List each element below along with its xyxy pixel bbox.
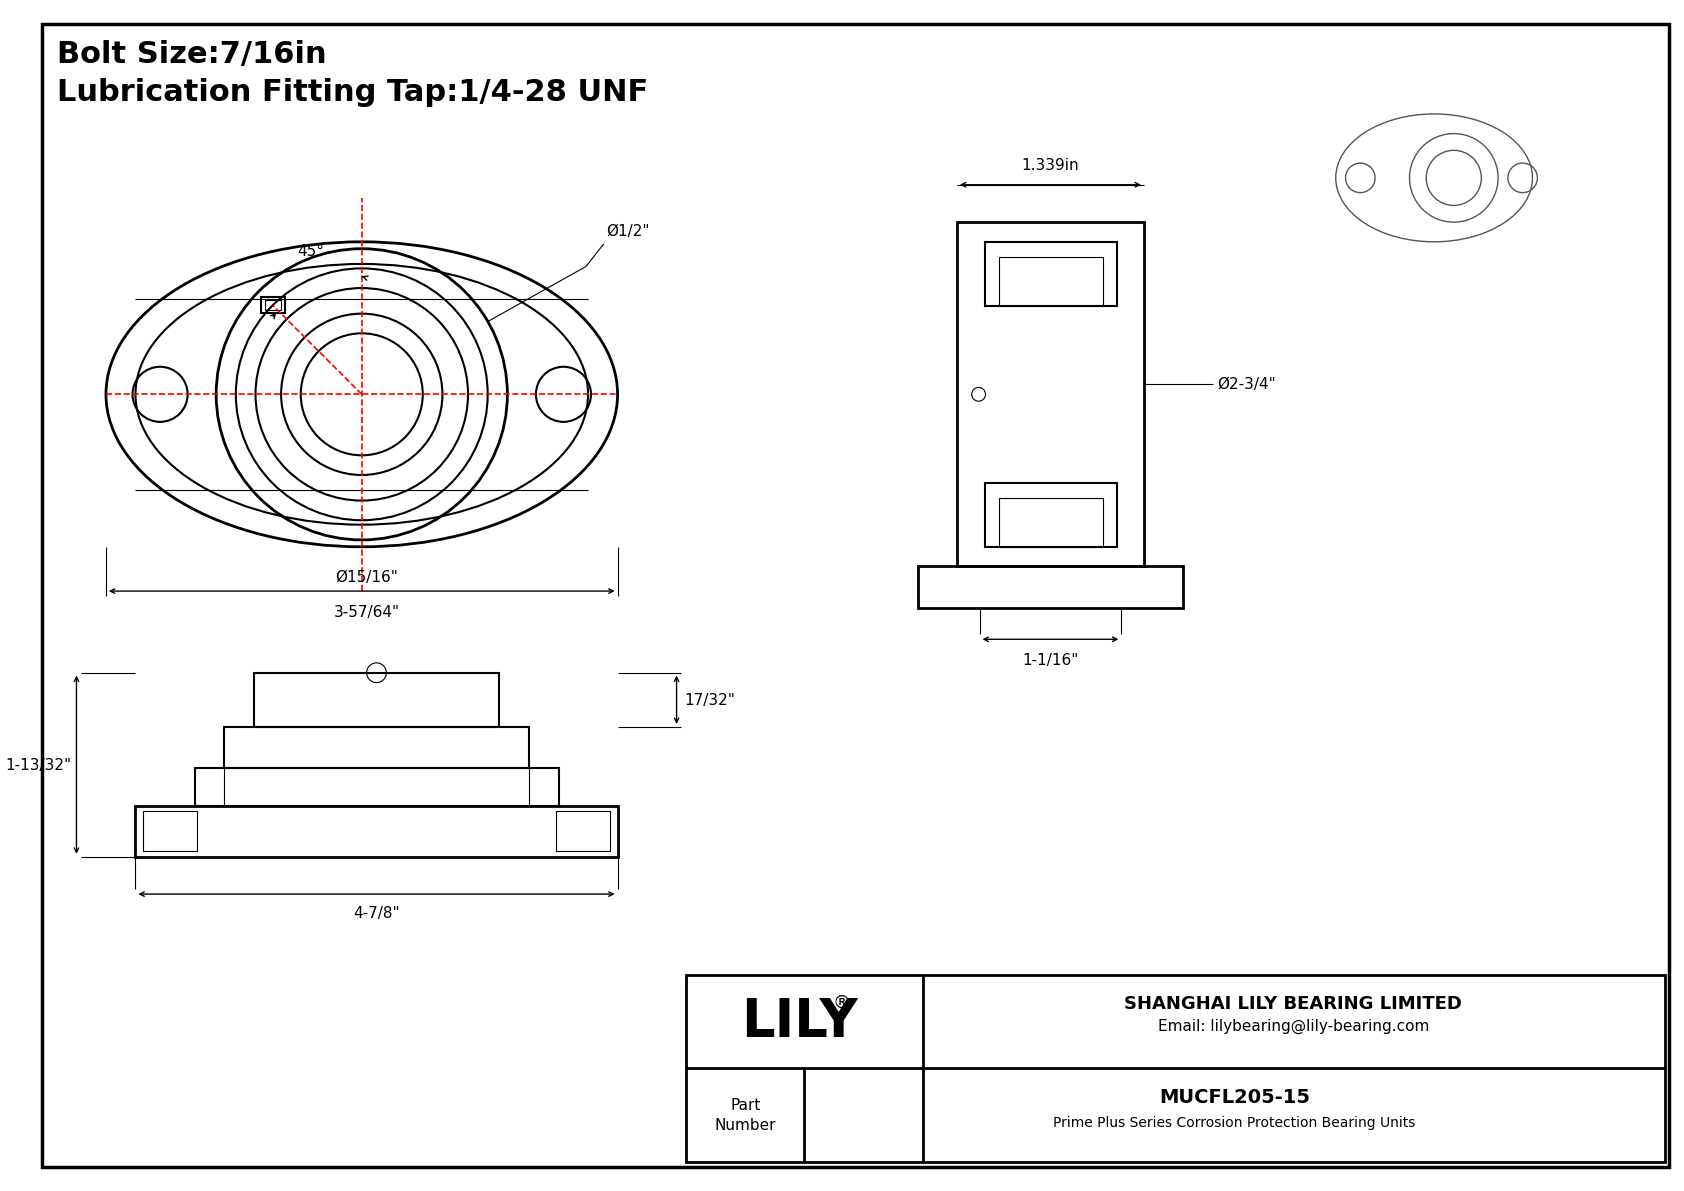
Text: Bolt Size:7/16in: Bolt Size:7/16in xyxy=(57,40,327,69)
Text: MUCFL205-15: MUCFL205-15 xyxy=(1159,1089,1310,1108)
Text: Lubrication Fitting Tap:1/4-28 UNF: Lubrication Fitting Tap:1/4-28 UNF xyxy=(57,77,648,106)
Text: SHANGHAI LILY BEARING LIMITED: SHANGHAI LILY BEARING LIMITED xyxy=(1125,996,1462,1014)
Bar xyxy=(985,242,1116,306)
Text: ®: ® xyxy=(834,993,850,1011)
Bar xyxy=(261,298,285,313)
Bar xyxy=(195,768,559,805)
Bar xyxy=(999,256,1103,306)
Text: Ø1/2": Ø1/2" xyxy=(606,224,650,239)
Text: Ø15/16": Ø15/16" xyxy=(335,570,397,585)
Bar xyxy=(957,223,1143,567)
Text: 17/32": 17/32" xyxy=(684,693,736,707)
Bar xyxy=(918,567,1184,607)
Text: LILY: LILY xyxy=(741,996,857,1048)
Bar xyxy=(556,811,610,850)
Text: 1-13/32": 1-13/32" xyxy=(5,757,71,773)
Bar xyxy=(135,805,618,856)
Text: Prime Plus Series Corrosion Protection Bearing Units: Prime Plus Series Corrosion Protection B… xyxy=(1052,1116,1416,1130)
Bar xyxy=(264,300,281,310)
Text: 1.339in: 1.339in xyxy=(1022,158,1079,173)
Text: 45°: 45° xyxy=(296,243,323,258)
Bar xyxy=(143,811,197,850)
Text: 3-57/64": 3-57/64" xyxy=(333,605,399,619)
Bar xyxy=(985,482,1116,547)
Bar xyxy=(224,727,529,768)
Text: Email: lilybearing@lily-bearing.com: Email: lilybearing@lily-bearing.com xyxy=(1157,1018,1430,1034)
Text: Ø2-3/4": Ø2-3/4" xyxy=(1218,378,1276,392)
Text: 4-7/8": 4-7/8" xyxy=(354,906,399,921)
Text: 1-1/16": 1-1/16" xyxy=(1022,653,1079,668)
Bar xyxy=(687,974,1665,1161)
Bar xyxy=(999,498,1103,547)
Text: Part
Number: Part Number xyxy=(714,1098,776,1133)
Bar xyxy=(254,673,500,727)
